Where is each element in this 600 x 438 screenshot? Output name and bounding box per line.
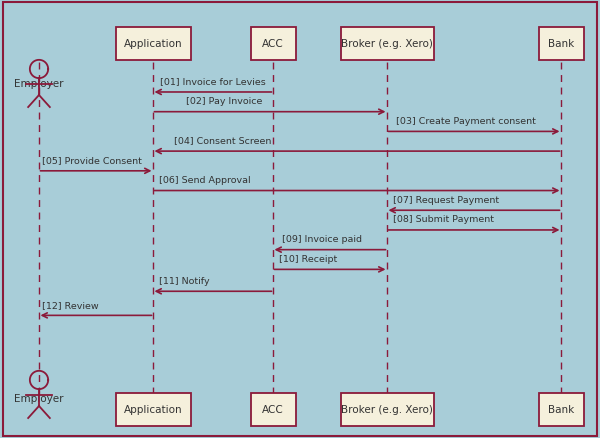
Text: [04] Consent Screen: [04] Consent Screen — [174, 136, 271, 145]
FancyBboxPatch shape — [115, 393, 191, 426]
FancyBboxPatch shape — [251, 393, 296, 426]
FancyBboxPatch shape — [3, 2, 597, 436]
Text: [10] Receipt: [10] Receipt — [279, 254, 337, 264]
FancyBboxPatch shape — [341, 27, 433, 60]
Text: [06] Send Approval: [06] Send Approval — [159, 176, 251, 185]
Text: [03] Create Payment consent: [03] Create Payment consent — [396, 117, 536, 126]
Text: [08] Submit Payment: [08] Submit Payment — [393, 215, 494, 224]
FancyBboxPatch shape — [539, 27, 583, 60]
Text: ACC: ACC — [262, 39, 284, 49]
Text: Bank: Bank — [548, 39, 574, 49]
Text: Bank: Bank — [548, 405, 574, 414]
Text: [12] Review: [12] Review — [42, 300, 98, 310]
Text: [07] Request Payment: [07] Request Payment — [393, 195, 499, 205]
Text: [09] Invoice paid: [09] Invoice paid — [282, 235, 362, 244]
Text: Broker (e.g. Xero): Broker (e.g. Xero) — [341, 405, 433, 414]
Text: Application: Application — [124, 39, 182, 49]
Text: Application: Application — [124, 405, 182, 414]
Text: Broker (e.g. Xero): Broker (e.g. Xero) — [341, 39, 433, 49]
Text: [02] Pay Invoice: [02] Pay Invoice — [186, 97, 262, 106]
FancyBboxPatch shape — [115, 27, 191, 60]
Text: Employer: Employer — [14, 394, 64, 404]
FancyBboxPatch shape — [341, 393, 433, 426]
Text: ACC: ACC — [262, 405, 284, 414]
FancyBboxPatch shape — [251, 27, 296, 60]
Text: Employer: Employer — [14, 79, 64, 89]
Text: [11] Notify: [11] Notify — [159, 276, 209, 286]
Text: [05] Provide Consent: [05] Provide Consent — [42, 156, 142, 165]
Text: [01] Invoice for Levies: [01] Invoice for Levies — [160, 77, 266, 86]
FancyBboxPatch shape — [539, 393, 583, 426]
